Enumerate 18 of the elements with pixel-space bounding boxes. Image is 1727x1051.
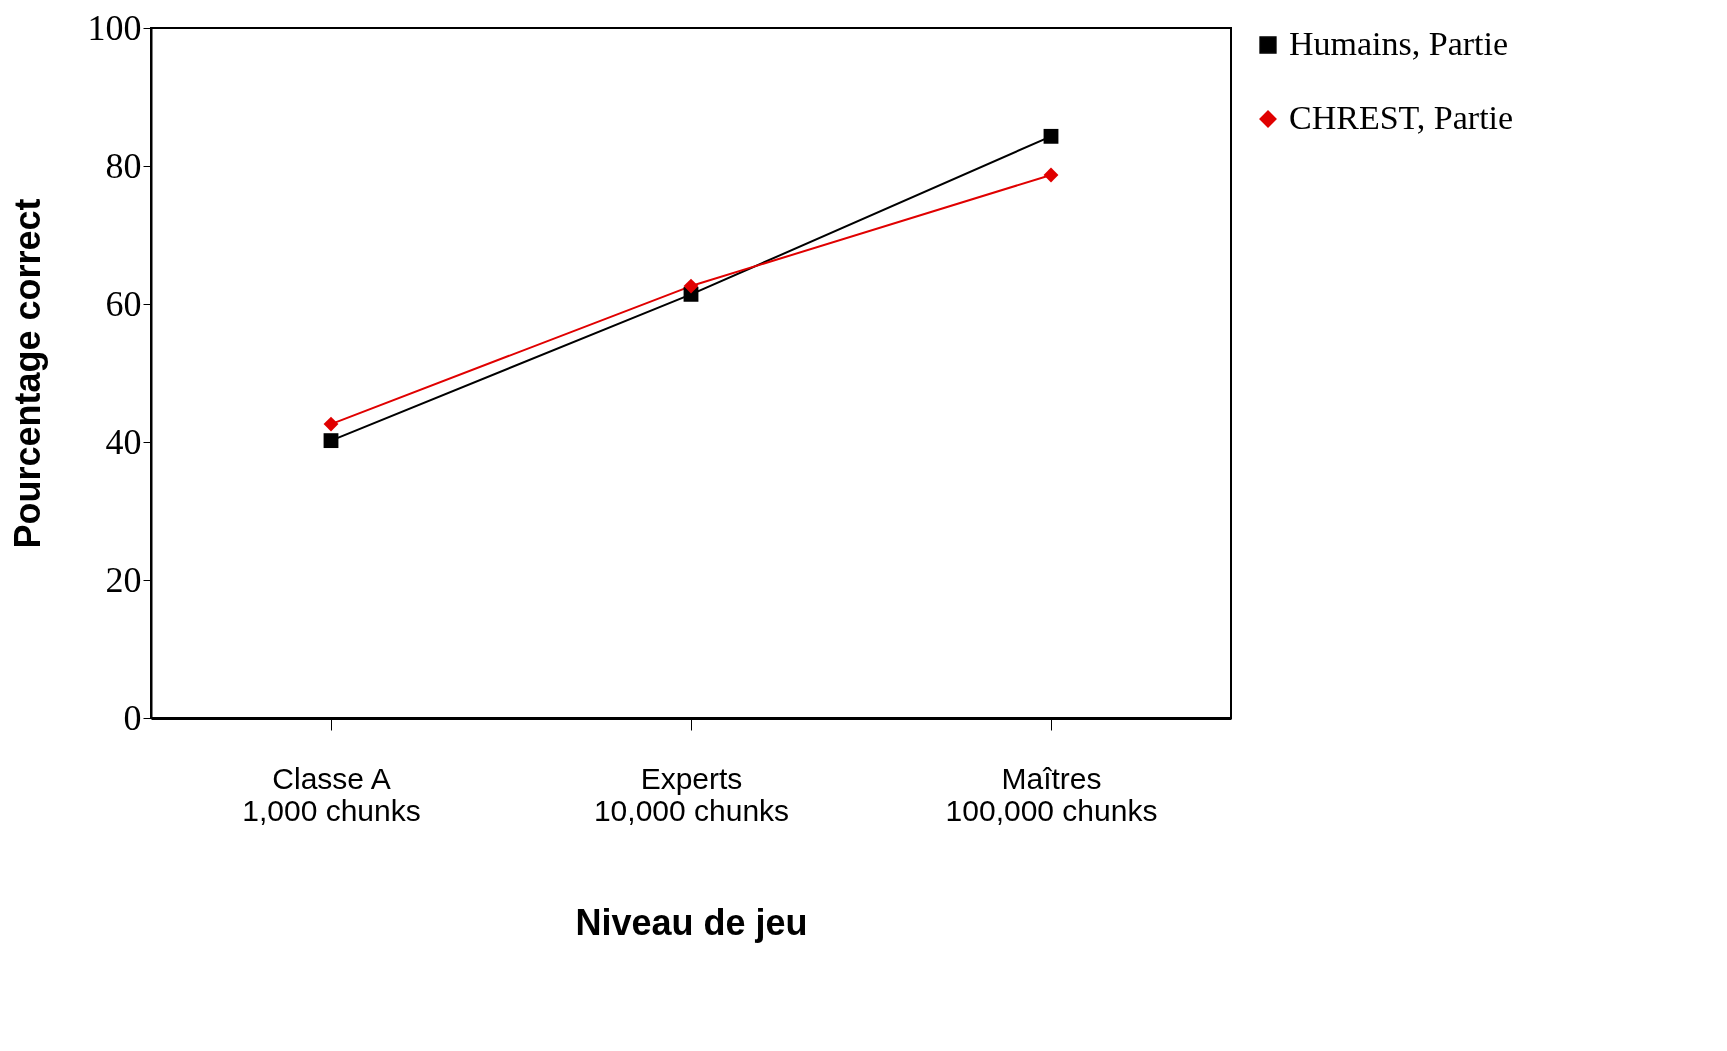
point (1043, 128, 1059, 144)
point (323, 433, 339, 449)
point (1043, 167, 1059, 183)
legend-label: CHREST, Partie (1289, 99, 1514, 136)
y-tick-label: 100 (87, 7, 142, 48)
x-tick-label: Experts 10,000 chunks (593, 761, 790, 827)
x-axis-title: Niveau de jeu (575, 901, 808, 943)
legend-label: Humains, Partie (1289, 25, 1509, 62)
y-axis-title: Pourcentage correct (6, 198, 48, 549)
point (683, 278, 699, 294)
x-tick-label: Maîtres 100,000 chunks (945, 761, 1158, 827)
y-tick-label: 20 (105, 559, 142, 600)
y-tick-label: 0 (123, 697, 142, 738)
x-tick-label: Classe A 1,000 chunks (242, 761, 421, 827)
point (323, 416, 339, 432)
y-tick-label: 40 (105, 421, 142, 462)
y-tick-label: 60 (105, 283, 142, 324)
y-tick-label: 80 (105, 145, 142, 186)
